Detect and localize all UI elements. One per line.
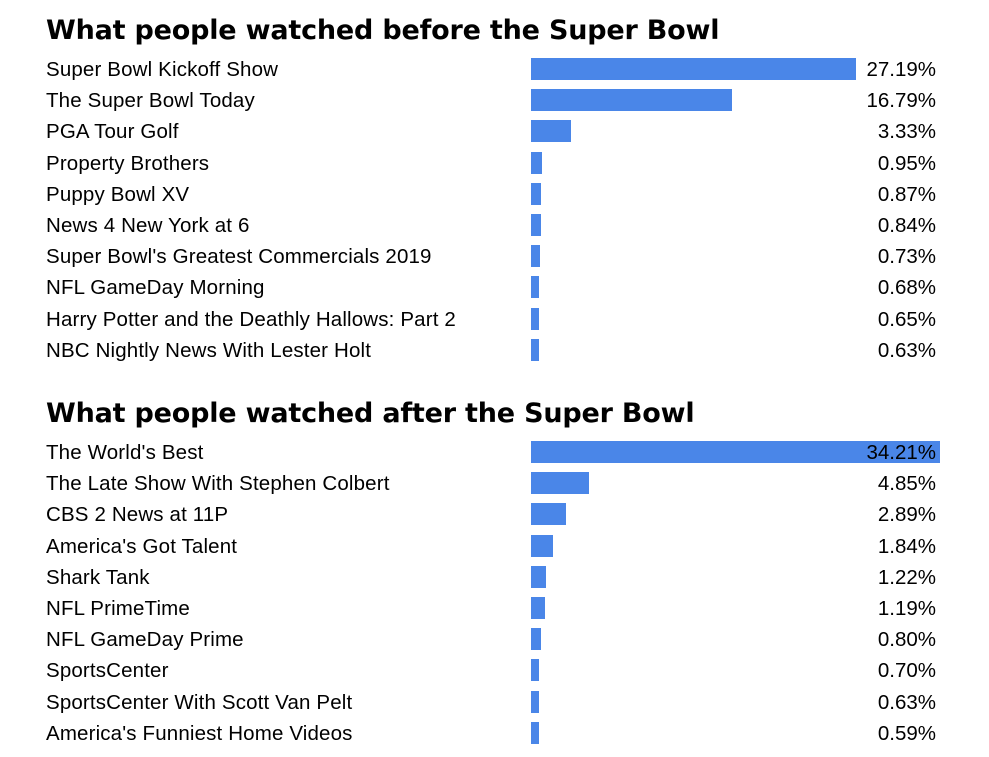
- value-label: 1.19%: [877, 597, 936, 620]
- bar-row: America's Funniest Home Videos 0.59%: [0, 718, 989, 749]
- chart-title: What people watched after the Super Bowl: [46, 398, 695, 429]
- value-label: 2.89%: [877, 503, 936, 527]
- value-label: 27.19%: [866, 58, 936, 81]
- value-label: 0.95%: [877, 151, 936, 175]
- bar: [531, 721, 539, 744]
- bar: [531, 628, 541, 651]
- value-label: 0.65%: [877, 307, 936, 331]
- bar: [531, 120, 571, 143]
- bar-row: Property Brothers 0.95%: [0, 148, 989, 179]
- bar: [531, 534, 553, 557]
- category-label: Super Bowl Kickoff Show: [46, 58, 279, 81]
- category-label: America's Funniest Home Videos: [46, 721, 353, 745]
- value-label: 3.33%: [877, 120, 936, 144]
- category-label: CBS 2 News at 11P: [46, 503, 229, 527]
- bar-row: NBC Nightly News With Lester Holt 0.63%: [0, 335, 989, 366]
- value-label: 0.68%: [877, 276, 936, 300]
- value-label: 0.63%: [877, 690, 936, 714]
- bar: [531, 182, 542, 205]
- value-label: 34.21%: [866, 441, 936, 464]
- category-label: The Super Bowl Today: [46, 89, 255, 113]
- value-label: 0.87%: [877, 182, 936, 206]
- category-label: SportsCenter: [46, 659, 169, 683]
- bar: [531, 307, 539, 330]
- category-label: Puppy Bowl XV: [46, 182, 190, 206]
- value-label: 1.84%: [877, 534, 936, 558]
- bar: [531, 245, 540, 268]
- category-label: PGA Tour Golf: [46, 120, 179, 144]
- category-label: Property Brothers: [46, 151, 210, 175]
- bar: [531, 565, 546, 588]
- bar: [531, 472, 589, 495]
- bar: [531, 597, 546, 619]
- value-label: 1.22%: [877, 565, 936, 589]
- value-label: 0.84%: [877, 214, 936, 237]
- bar-row: NFL GameDay Prime 0.80%: [0, 624, 989, 655]
- chart-title: What people watched before the Super Bow…: [46, 15, 720, 46]
- bar: [531, 338, 539, 361]
- bar-row: Shark Tank 1.22%: [0, 562, 989, 593]
- category-label: NFL PrimeTime: [46, 597, 190, 620]
- category-label: SportsCenter With Scott Van Pelt: [46, 690, 353, 714]
- value-label: 0.70%: [877, 659, 936, 683]
- bar: [531, 151, 543, 174]
- bar: [531, 441, 940, 463]
- bar-row: CBS 2 News at 11P 2.89%: [0, 499, 989, 530]
- bar: [531, 659, 540, 682]
- category-label: Harry Potter and the Deathly Hallows: Pa…: [46, 307, 456, 331]
- category-label: NBC Nightly News With Lester Holt: [46, 338, 372, 362]
- value-label: 16.79%: [866, 89, 936, 113]
- bar: [531, 276, 540, 299]
- bar-row: Super Bowl's Greatest Commercials 2019 0.…: [0, 241, 989, 272]
- bar-row: America's Got Talent 1.84%: [0, 531, 989, 562]
- value-label: 4.85%: [877, 472, 936, 496]
- category-label: NFL GameDay Prime: [46, 628, 244, 652]
- category-label: Super Bowl's Greatest Commercials 2019: [46, 245, 432, 269]
- bar-row: Super Bowl Kickoff Show 27.19%: [0, 54, 989, 85]
- bar: [531, 214, 541, 236]
- value-label: 0.59%: [877, 721, 936, 745]
- value-label: 0.80%: [877, 628, 936, 652]
- bar-row: NFL GameDay Morning 0.68%: [0, 272, 989, 303]
- bar-row: SportsCenter With Scott Van Pelt 0.63%: [0, 687, 989, 718]
- bar: [531, 690, 539, 713]
- category-label: The Late Show With Stephen Colbert: [46, 472, 390, 496]
- bar-row: SportsCenter 0.70%: [0, 655, 989, 686]
- category-label: Shark Tank: [46, 565, 150, 589]
- bar-row: News 4 New York at 6 0.84%: [0, 210, 989, 241]
- bar-row: Harry Potter and the Deathly Hallows: Pa…: [0, 304, 989, 335]
- bar: [531, 503, 566, 526]
- category-label: The World's Best: [46, 441, 204, 464]
- category-label: America's Got Talent: [46, 534, 238, 558]
- bar-row: Puppy Bowl XV 0.87%: [0, 179, 989, 210]
- value-label: 0.63%: [877, 338, 936, 362]
- bar-row: NFL PrimeTime 1.19%: [0, 593, 989, 624]
- category-label: News 4 New York at 6: [46, 214, 250, 237]
- bar-row: The World's Best 34.21%: [0, 437, 989, 468]
- category-label: NFL GameDay Morning: [46, 276, 265, 300]
- bar-row: PGA Tour Golf 3.33%: [0, 116, 989, 147]
- value-label: 0.73%: [877, 245, 936, 269]
- bar: [531, 58, 857, 80]
- bar-row: The Late Show With Stephen Colbert 4.85%: [0, 468, 989, 499]
- bar-row: The Super Bowl Today 16.79%: [0, 85, 989, 116]
- bar: [531, 89, 732, 112]
